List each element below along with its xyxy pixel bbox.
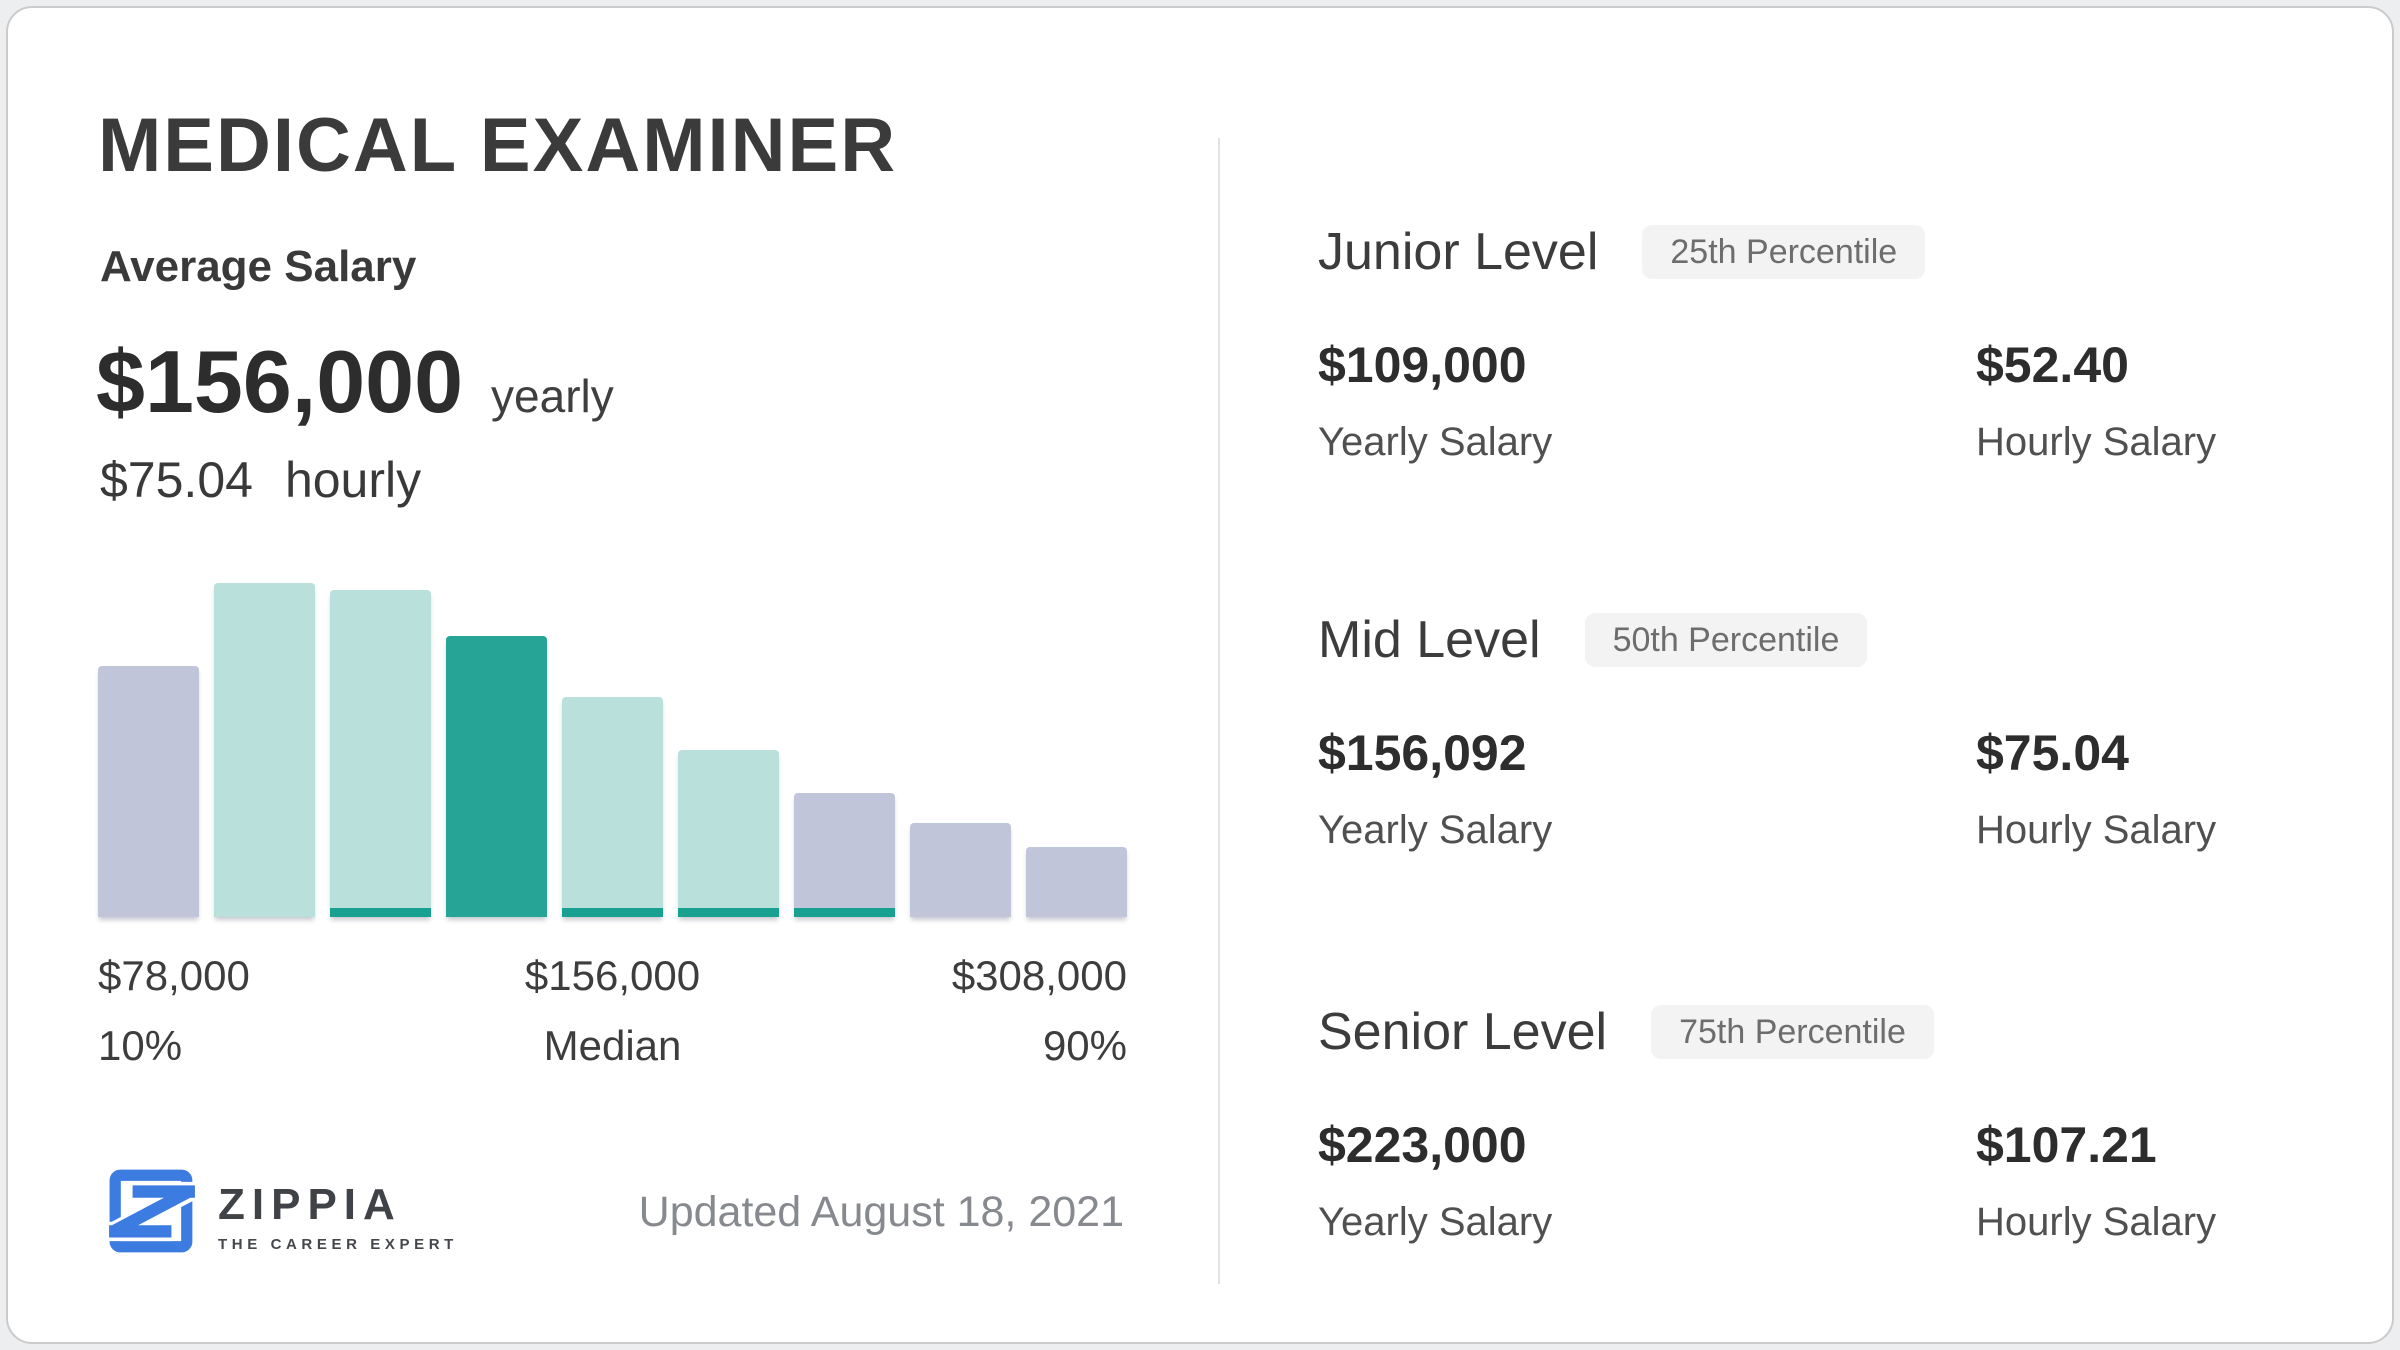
percentile-badge: 50th Percentile: [1584, 613, 1868, 667]
chart-annotations: $78,000 10% $156,000 Median $308,000 90%: [98, 952, 1127, 1072]
median-value: $156,000: [524, 952, 701, 999]
yearly-value: $109,000: [1318, 337, 1527, 393]
hourly-value: $52.40: [1976, 337, 2129, 393]
bar-base-strip: [794, 908, 895, 917]
hourly-column: $52.40 Hourly Salary: [1976, 336, 2216, 466]
yearly-label: Yearly Salary: [1318, 420, 1553, 464]
yearly-column: $109,000 Yearly Salary: [1318, 336, 1976, 466]
percentile-badge: 25th Percentile: [1642, 225, 1926, 279]
hourly-label: Hourly Salary: [1976, 1200, 2217, 1244]
average-salary-label: Average Salary: [100, 242, 417, 291]
hourly-column: $107.21 Hourly Salary: [1976, 1116, 2216, 1246]
median-label: Median: [543, 1022, 682, 1069]
distribution-bar: [794, 793, 895, 917]
zippia-logo-icon: [108, 1169, 196, 1253]
distribution-bar: [214, 583, 315, 917]
percentile-90-annotation: $308,000 90%: [952, 952, 1127, 1070]
level-values: $156,092 Yearly Salary $75.04 Hourly Sal…: [1318, 724, 2348, 854]
page-title: MEDICAL EXAMINER: [98, 103, 898, 188]
percentile-badge: 75th Percentile: [1651, 1005, 1934, 1059]
percentile-90-label: 90%: [1042, 1022, 1127, 1069]
yearly-value: $156,092: [1318, 725, 1527, 781]
hourly-value: $107.21: [1976, 1117, 2157, 1173]
distribution-bar: [562, 697, 663, 917]
yearly-value: $223,000: [1318, 1117, 1527, 1173]
average-hourly-value: $75.04: [100, 452, 253, 508]
yearly-label: Yearly Salary: [1318, 808, 1553, 852]
distribution-bar: [910, 823, 1011, 917]
level-name: Senior Level: [1318, 1003, 1608, 1061]
average-hourly-unit: hourly: [284, 452, 422, 508]
bar-base-strip: [678, 908, 779, 917]
bar-base-strip: [330, 908, 431, 917]
average-yearly-row: $156,000 yearly: [96, 338, 614, 426]
level-section-junior: Junior Level 25th Percentile $109,000 Ye…: [1318, 222, 2348, 466]
distribution-bar: [678, 750, 779, 917]
distribution-bar: [330, 590, 431, 917]
level-name: Junior Level: [1318, 223, 1599, 281]
level-section-mid: Mid Level 50th Percentile $156,092 Yearl…: [1318, 610, 2348, 854]
zippia-logo-tagline: THE CAREER EXPERT: [218, 1236, 458, 1253]
salary-distribution-chart: [98, 583, 1127, 917]
zippia-logo: ZIPPIA THE CAREER EXPERT: [106, 1166, 458, 1258]
yearly-column: $223,000 Yearly Salary: [1318, 1116, 1976, 1246]
distribution-bar: [446, 636, 547, 917]
percentile-10-value: $78,000: [98, 952, 250, 999]
percentile-10-annotation: $78,000 10%: [98, 952, 250, 1070]
zippia-logo-text: ZIPPIA THE CAREER EXPERT: [218, 1166, 458, 1258]
level-header: Mid Level 50th Percentile: [1318, 610, 2348, 670]
level-values: $109,000 Yearly Salary $52.40 Hourly Sal…: [1318, 336, 2348, 466]
yearly-column: $156,092 Yearly Salary: [1318, 724, 1976, 854]
zippia-logo-name: ZIPPIA: [218, 1180, 402, 1229]
hourly-label: Hourly Salary: [1976, 808, 2217, 852]
bar-base-strip: [562, 908, 663, 917]
yearly-label: Yearly Salary: [1318, 1200, 1553, 1244]
level-values: $223,000 Yearly Salary $107.21 Hourly Sa…: [1318, 1116, 2348, 1246]
distribution-bar: [1026, 847, 1127, 917]
median-annotation: $156,000 Median: [525, 952, 700, 1070]
vertical-divider: [1218, 138, 1220, 1284]
distribution-bar: [98, 666, 199, 917]
average-hourly-row: $75.04 hourly: [100, 452, 421, 508]
level-name: Mid Level: [1318, 611, 1541, 669]
average-yearly-value: $156,000: [96, 332, 464, 431]
level-header: Junior Level 25th Percentile: [1318, 222, 2348, 282]
percentile-10-label: 10%: [98, 1022, 183, 1069]
updated-date: Updated August 18, 2021: [638, 1188, 1124, 1236]
level-section-senior: Senior Level 75th Percentile $223,000 Ye…: [1318, 1002, 2348, 1246]
average-yearly-unit: yearly: [491, 370, 614, 422]
percentile-90-value: $308,000: [951, 952, 1127, 999]
level-header: Senior Level 75th Percentile: [1318, 1002, 2348, 1062]
hourly-value: $75.04: [1976, 725, 2129, 781]
hourly-label: Hourly Salary: [1976, 420, 2217, 464]
hourly-column: $75.04 Hourly Salary: [1976, 724, 2216, 854]
